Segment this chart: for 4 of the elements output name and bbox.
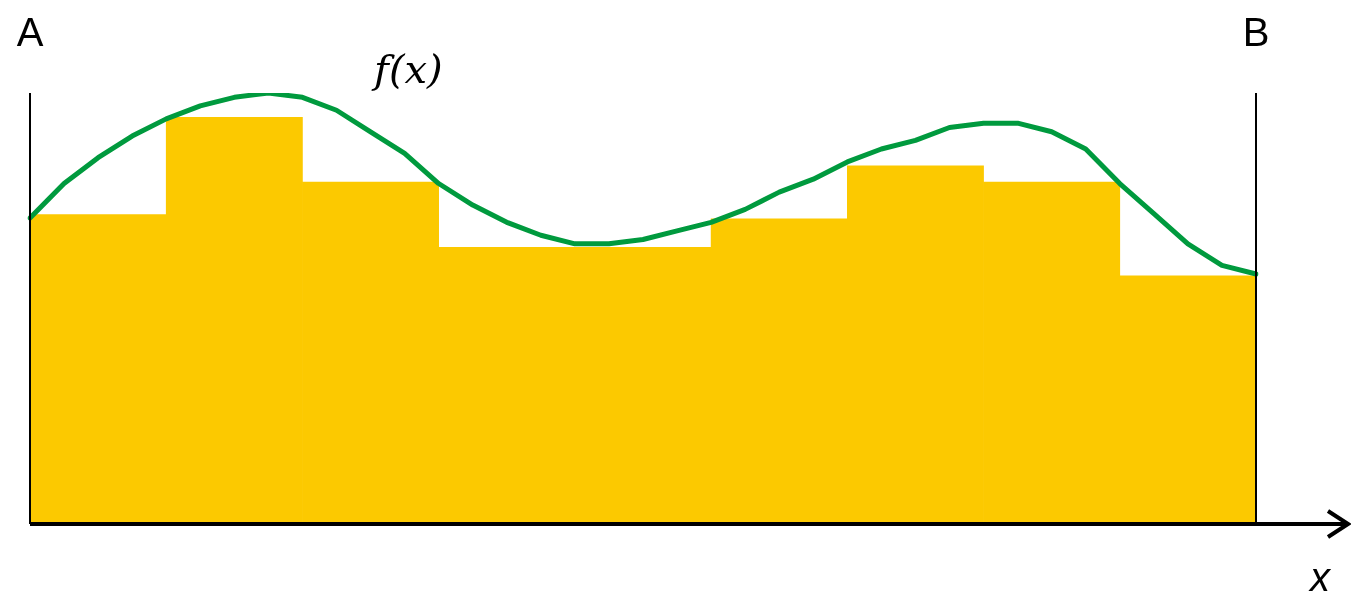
series-label: f(x) <box>371 46 443 93</box>
x-axis-title: x <box>1308 555 1332 598</box>
text: B <box>1242 10 1270 55</box>
text: A <box>16 10 44 55</box>
